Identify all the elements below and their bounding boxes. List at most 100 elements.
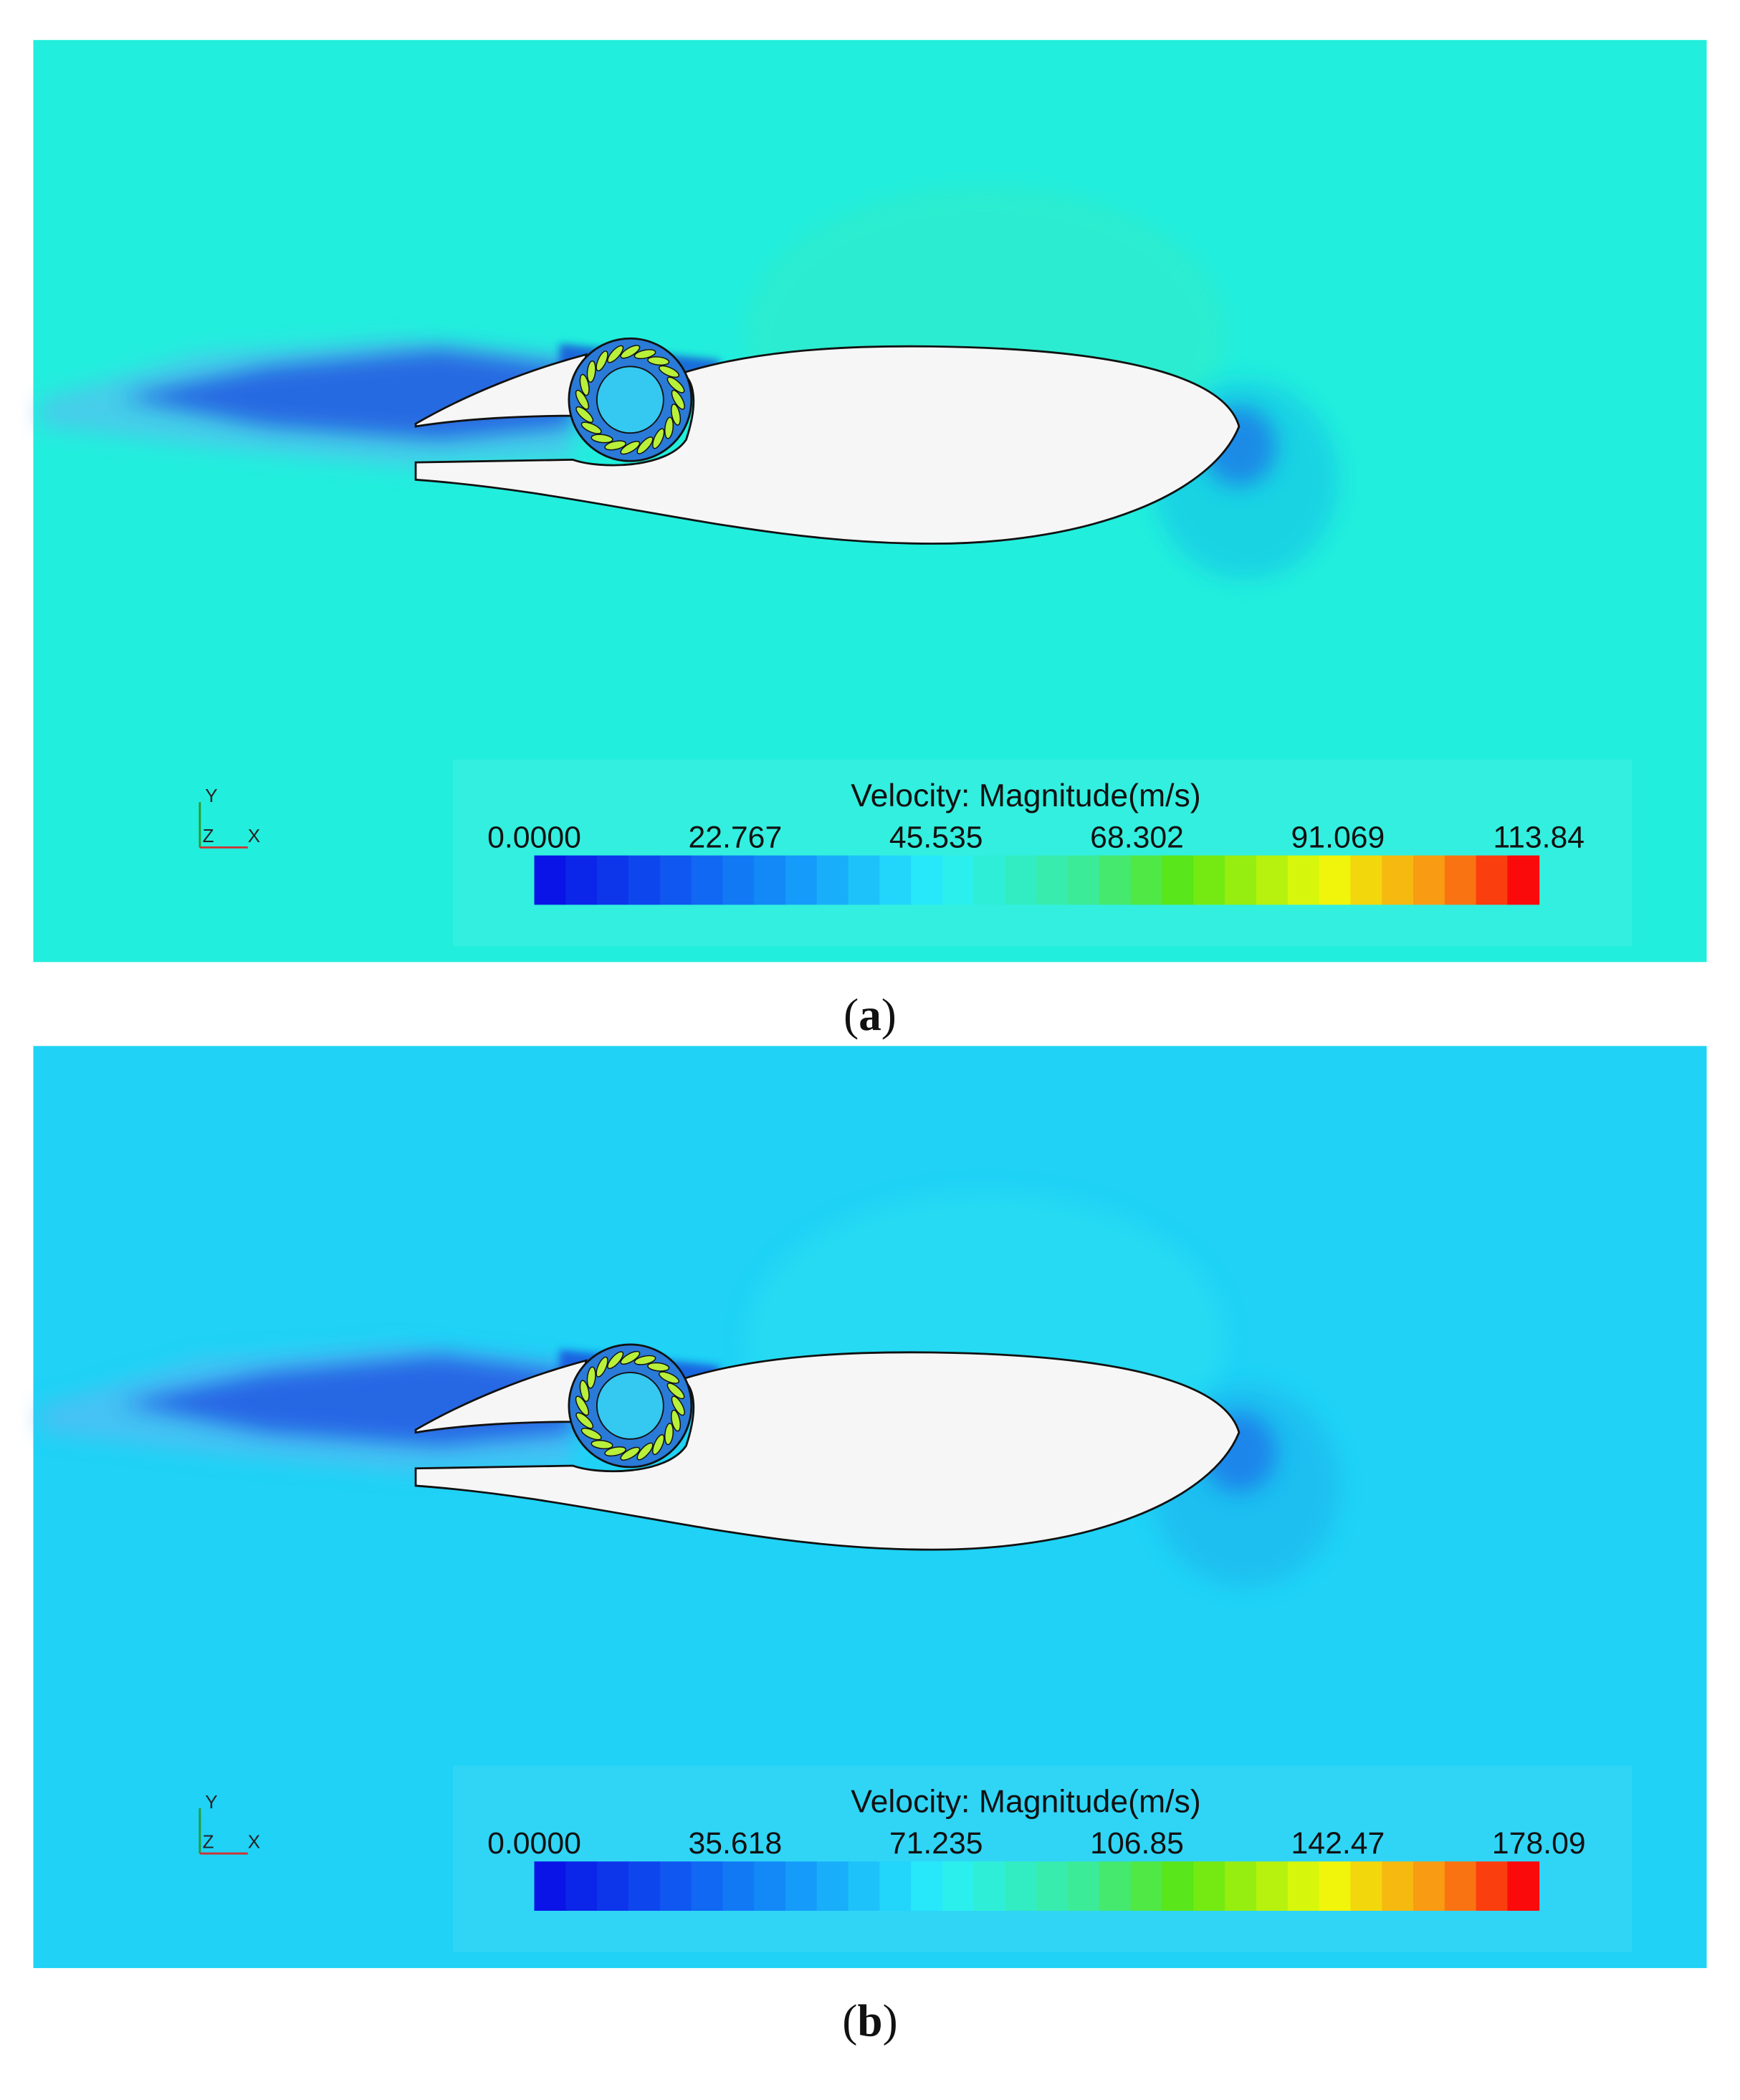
fan-blade xyxy=(664,1423,674,1446)
colorbar-tick-label: 71.235 xyxy=(889,1826,983,1861)
colorbar-swatch xyxy=(785,855,818,905)
colorbar-tick-label: 22.767 xyxy=(688,820,782,854)
colorbar-tick-label: 35.618 xyxy=(688,1826,782,1861)
colorbar-tick-label: 0.0000 xyxy=(487,820,581,854)
colorbar-swatch xyxy=(1162,1861,1195,1911)
colorbar-swatch xyxy=(1413,855,1445,905)
colorbar-swatch xyxy=(1319,1861,1352,1911)
colorbar-swatch xyxy=(879,1861,912,1911)
fan-blade xyxy=(586,360,596,383)
fan-blade xyxy=(596,350,608,372)
colorbar-swatch xyxy=(973,1861,1006,1911)
fan-blade xyxy=(607,1351,624,1370)
fan-blade xyxy=(580,1428,602,1441)
airfoil-flap xyxy=(414,353,588,428)
fan-hub xyxy=(596,1371,664,1440)
caption: (b) xyxy=(842,1996,897,2046)
fan-blade xyxy=(671,1395,685,1416)
colorbar-swatch xyxy=(1444,1861,1477,1911)
caption-part: ( xyxy=(843,990,859,1040)
triad-x-label: X xyxy=(248,1831,260,1853)
colorbar-swatch xyxy=(1036,1861,1069,1911)
fan-blade xyxy=(634,349,656,360)
fan-blade xyxy=(670,404,682,426)
fan-blade xyxy=(658,365,680,378)
triad-x-label: X xyxy=(248,825,260,846)
fan-blade xyxy=(575,406,594,423)
colorbar-swatch xyxy=(848,1861,881,1911)
caption-part: a xyxy=(859,990,881,1040)
colorbar-panel xyxy=(453,759,1633,946)
fan-blade xyxy=(658,1371,680,1384)
colorbar-swatch xyxy=(1476,855,1509,905)
fan-blade xyxy=(575,389,590,410)
colorbar-title: Velocity: Magnitude(m/s) xyxy=(851,778,1200,813)
colorbar-swatch xyxy=(628,1861,661,1911)
colorbar-swatch xyxy=(1350,1861,1383,1911)
colorbar-swatch xyxy=(911,855,943,905)
fan-blade xyxy=(575,1412,594,1429)
colorbar-swatch xyxy=(1256,855,1289,905)
fan-blade xyxy=(652,1434,665,1456)
colorbar-swatch xyxy=(1319,855,1352,905)
colorbar-swatch xyxy=(565,1861,598,1911)
colorbar-swatch xyxy=(659,855,692,905)
colorbar-swatch xyxy=(1225,1861,1257,1911)
fan-blade xyxy=(620,1446,641,1461)
colorbar-tick-label: 178.09 xyxy=(1492,1826,1586,1861)
colorbar-swatch xyxy=(911,1861,943,1911)
triad-z-label: Z xyxy=(203,825,214,846)
caption-part: ) xyxy=(881,990,897,1040)
colorbar-swatch xyxy=(1005,1861,1038,1911)
caption: (a) xyxy=(843,990,897,1040)
colorbar-swatch xyxy=(659,1861,692,1911)
fan-blade xyxy=(664,416,674,439)
colorbar-swatch xyxy=(534,1861,567,1911)
fan-blade xyxy=(666,376,685,393)
colorbar-tick-label: 91.069 xyxy=(1291,820,1385,854)
fan-blade xyxy=(604,440,627,451)
colorbar-swatch xyxy=(1382,855,1414,905)
fan-blade xyxy=(604,1446,627,1457)
triad-y-label: Y xyxy=(205,1791,217,1813)
fan-blade xyxy=(636,436,654,454)
colorbar-swatch xyxy=(565,855,598,905)
colorbar: Velocity: Magnitude(m/s) 0.0000 22.767 45.5… xyxy=(453,759,1633,946)
colorbar-tick-label: 142.47 xyxy=(1291,1826,1385,1861)
colorbar-swatch xyxy=(1193,855,1226,905)
fan-blade xyxy=(586,1366,596,1389)
fan-blade xyxy=(596,1356,608,1378)
fan-hub xyxy=(596,366,664,434)
fan-blade xyxy=(579,373,590,396)
colorbar-swatch xyxy=(816,855,849,905)
colorbar-swatch xyxy=(1099,1861,1132,1911)
fan-blade xyxy=(620,1350,641,1365)
colorbar-swatch xyxy=(942,1861,975,1911)
fan-blade xyxy=(575,1395,590,1416)
colorbar-swatch xyxy=(1444,855,1477,905)
fan-blade xyxy=(620,345,641,359)
colorbar-swatch xyxy=(1005,855,1038,905)
fan-blade xyxy=(607,345,624,363)
colorbar-swatch xyxy=(1162,855,1195,905)
colorbar-panel xyxy=(453,1765,1633,1952)
fan-blade xyxy=(591,1440,613,1450)
panel: YZ X Velocity: Magnitude(m/s) 0.0000 35.618 7… xyxy=(33,1046,1707,2046)
colorbar-swatch xyxy=(722,855,755,905)
colorbar-swatch xyxy=(1476,1861,1509,1911)
colorbar-swatch xyxy=(1225,855,1257,905)
colorbar-swatch xyxy=(973,855,1006,905)
airfoil-body xyxy=(414,345,1241,545)
fan-blade xyxy=(636,1442,654,1461)
fan-blade xyxy=(670,1409,682,1432)
colorbar-swatch xyxy=(1130,855,1163,905)
colorbar-swatch xyxy=(942,855,975,905)
colorbar-swatch xyxy=(1507,855,1540,905)
colorbar-title: Velocity: Magnitude(m/s) xyxy=(851,1784,1200,1819)
colorbar-tick-label: 0.0000 xyxy=(487,1826,581,1861)
colorbar-swatch xyxy=(1068,855,1100,905)
colorbar-swatch xyxy=(534,855,567,905)
triad-y-label: Y xyxy=(205,785,217,806)
